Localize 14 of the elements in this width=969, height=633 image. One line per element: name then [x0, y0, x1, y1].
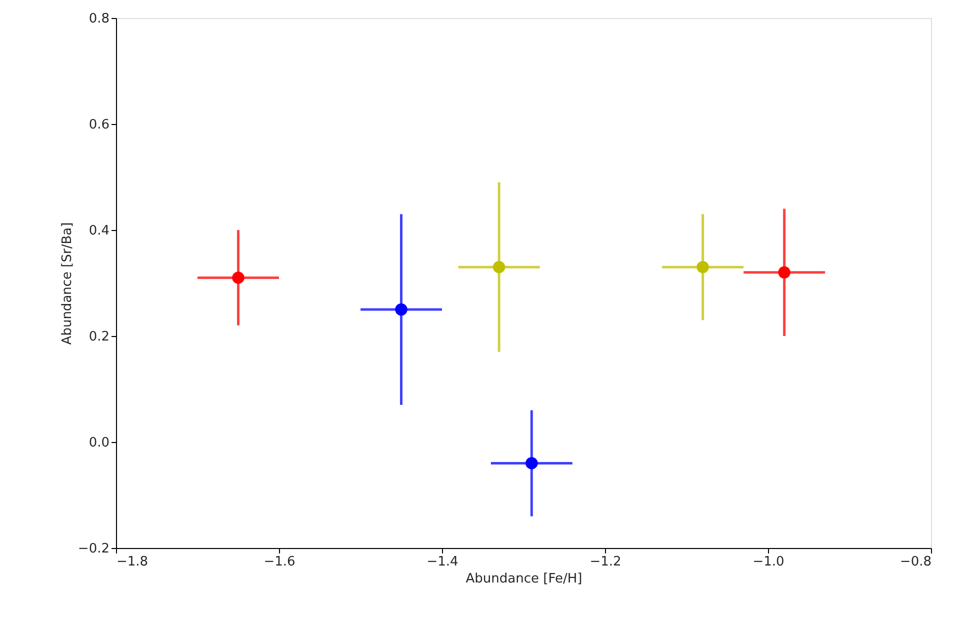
x-axis-title: Abundance [Fe/H] — [466, 572, 582, 586]
x-tick-label: −1.2 — [590, 554, 622, 570]
y-tick-label: 0.0 — [88, 436, 110, 450]
y-tick-label: 0.8 — [88, 12, 110, 26]
y-tick-label: 0.4 — [88, 224, 110, 238]
y-tick-label: 0.6 — [88, 118, 110, 132]
y-tick-label: −0.2 — [78, 542, 110, 556]
x-tick-label: −1.8 — [116, 554, 148, 570]
x-tick-label: −1.4 — [426, 554, 458, 570]
y-tick-label: 0.2 — [88, 330, 110, 344]
x-tick-label: −1.0 — [752, 554, 784, 570]
y-axis-title: Abundance [Sr/Ba] — [60, 222, 75, 345]
x-tick-label: −1.6 — [264, 554, 296, 570]
x-tick-label: −0.8 — [900, 554, 932, 570]
